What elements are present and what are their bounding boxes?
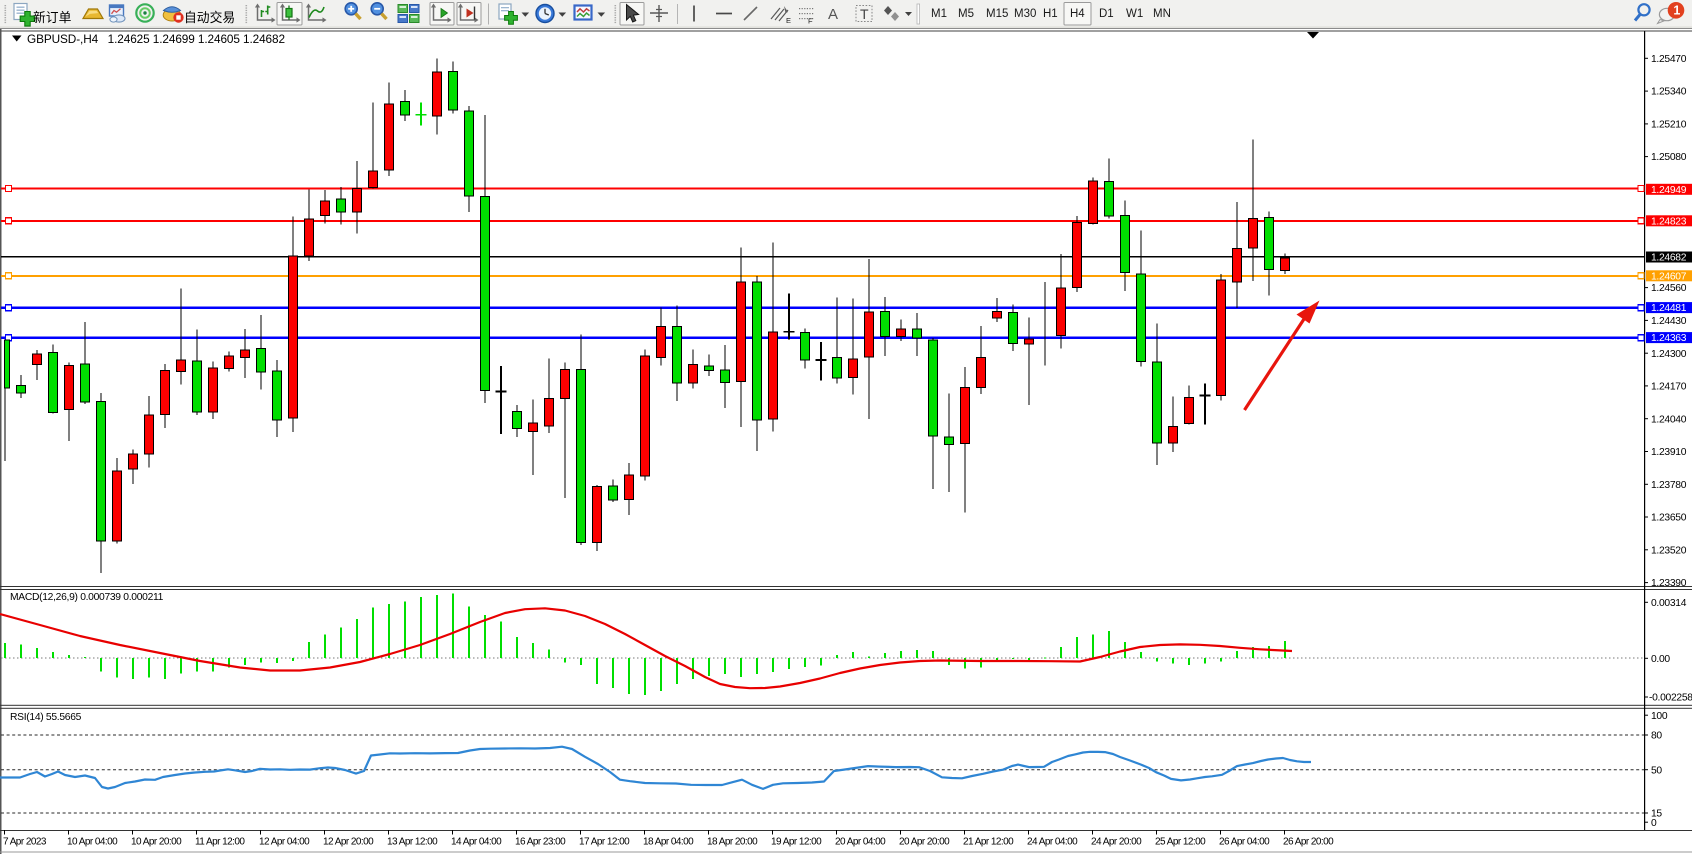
svg-text:18 Apr 20:00: 18 Apr 20:00 (707, 837, 758, 848)
svg-text:F: F (808, 17, 813, 26)
svg-text:1.24607: 1.24607 (1651, 271, 1687, 282)
svg-text:1.24363: 1.24363 (1651, 333, 1687, 344)
svg-text:10 Apr 20:00: 10 Apr 20:00 (131, 837, 182, 848)
svg-text:18 Apr 04:00: 18 Apr 04:00 (643, 837, 694, 848)
svg-text:13 Apr 12:00: 13 Apr 12:00 (387, 837, 438, 848)
svg-text:1.23650: 1.23650 (1651, 513, 1687, 524)
svg-text:GBPUSD-,H4 1.24625 1.24699 1: GBPUSD-,H4 1.24625 1.24699 1.24605 1.246… (27, 32, 285, 46)
svg-text:1.23520: 1.23520 (1651, 545, 1687, 556)
svg-text:1.24560: 1.24560 (1651, 283, 1687, 294)
svg-text:MACD(12,26,9) 0.000739 0.00021: MACD(12,26,9) 0.000739 0.000211 (10, 592, 164, 603)
svg-text:1.24823: 1.24823 (1651, 216, 1687, 227)
svg-text:50: 50 (1651, 765, 1662, 776)
svg-text:1.24949: 1.24949 (1651, 185, 1687, 196)
svg-text:19 Apr 12:00: 19 Apr 12:00 (771, 837, 822, 848)
svg-text:12 Apr 04:00: 12 Apr 04:00 (259, 837, 310, 848)
svg-text:1.24300: 1.24300 (1651, 349, 1687, 360)
svg-text:1.24430: 1.24430 (1651, 316, 1687, 327)
svg-text:1.24682: 1.24682 (1651, 253, 1687, 264)
svg-text:1.25470: 1.25470 (1651, 54, 1687, 65)
svg-text:80: 80 (1651, 731, 1662, 742)
svg-text:A: A (828, 6, 838, 23)
svg-text:16 Apr 23:00: 16 Apr 23:00 (515, 837, 566, 848)
svg-text:-0.002258: -0.002258 (1649, 693, 1692, 704)
svg-text:7 Apr 2023: 7 Apr 2023 (3, 837, 47, 848)
svg-text:21 Apr 12:00: 21 Apr 12:00 (963, 837, 1014, 848)
svg-text:100: 100 (1651, 711, 1668, 722)
svg-text:10 Apr 04:00: 10 Apr 04:00 (67, 837, 118, 848)
svg-text:0.00: 0.00 (1651, 654, 1670, 665)
svg-text:1.25340: 1.25340 (1651, 87, 1687, 98)
svg-text:RSI(14) 55.5665: RSI(14) 55.5665 (10, 712, 82, 723)
svg-text:1.23780: 1.23780 (1651, 480, 1687, 491)
svg-text:14 Apr 04:00: 14 Apr 04:00 (451, 837, 502, 848)
svg-text:E: E (786, 16, 791, 25)
svg-text:1.24170: 1.24170 (1651, 382, 1687, 393)
svg-text:26 Apr 20:00: 26 Apr 20:00 (1283, 837, 1334, 848)
svg-text:1.24040: 1.24040 (1651, 414, 1687, 425)
svg-text:15: 15 (1651, 809, 1662, 820)
svg-text:20 Apr 20:00: 20 Apr 20:00 (899, 837, 950, 848)
svg-text:24 Apr 04:00: 24 Apr 04:00 (1027, 837, 1078, 848)
svg-text:1: 1 (1673, 4, 1680, 18)
svg-text:26 Apr 04:00: 26 Apr 04:00 (1219, 837, 1270, 848)
svg-text:12 Apr 20:00: 12 Apr 20:00 (323, 837, 374, 848)
svg-text:20 Apr 04:00: 20 Apr 04:00 (835, 837, 886, 848)
svg-text:0: 0 (1651, 818, 1657, 829)
svg-text:1.24481: 1.24481 (1651, 303, 1687, 314)
svg-text:24 Apr 20:00: 24 Apr 20:00 (1091, 837, 1142, 848)
svg-text:17 Apr 12:00: 17 Apr 12:00 (579, 837, 630, 848)
svg-text:1.25080: 1.25080 (1651, 152, 1687, 163)
svg-text:1.23390: 1.23390 (1651, 578, 1687, 589)
svg-text:1.25210: 1.25210 (1651, 120, 1687, 131)
svg-text:11 Apr 12:00: 11 Apr 12:00 (195, 837, 245, 848)
svg-text:1.23910: 1.23910 (1651, 447, 1687, 458)
svg-text:0.00314: 0.00314 (1651, 598, 1687, 609)
svg-text:T: T (860, 6, 869, 22)
svg-text:25 Apr 12:00: 25 Apr 12:00 (1155, 837, 1206, 848)
